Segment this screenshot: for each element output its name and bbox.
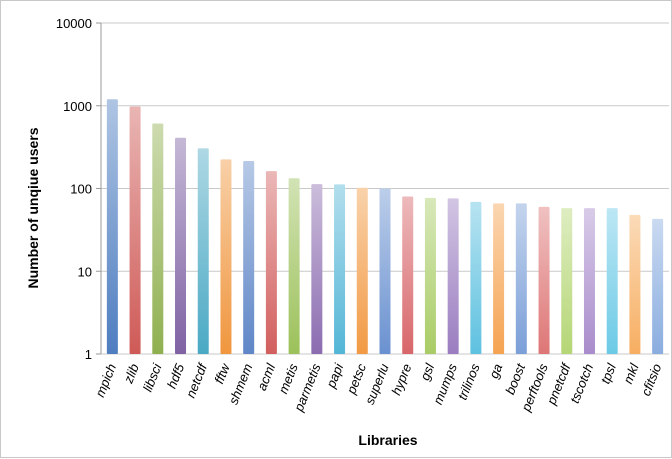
bar-mpich bbox=[106, 99, 118, 354]
bar-pnetcdf bbox=[561, 208, 573, 354]
bar-hypre bbox=[402, 196, 414, 354]
x-tick-label: hypre bbox=[388, 362, 414, 398]
x-tick-label: mpich bbox=[92, 362, 119, 400]
x-tick-label: hdf5 bbox=[164, 361, 188, 391]
x-tick-label: cfitsio bbox=[638, 362, 664, 398]
bar-papi bbox=[334, 184, 346, 354]
x-tick-label: ga bbox=[486, 362, 505, 381]
bar-petsc bbox=[356, 187, 368, 354]
bar-superlu bbox=[379, 188, 391, 354]
bar-netcdf bbox=[197, 148, 209, 354]
bar-trilinos bbox=[470, 201, 482, 354]
bar-metis bbox=[288, 178, 300, 354]
y-axis-title: Number of unqiue users bbox=[25, 127, 41, 288]
x-tick-label: netcdf bbox=[183, 360, 211, 400]
bar-ga bbox=[493, 203, 505, 354]
bar-hdf5 bbox=[175, 137, 187, 354]
x-axis-title: Libraries bbox=[358, 432, 417, 448]
bar-zlib bbox=[129, 106, 141, 354]
bar-cfitsio bbox=[652, 218, 664, 354]
bar-mumps bbox=[447, 198, 459, 354]
y-tick-label: 10000 bbox=[56, 16, 92, 31]
bar-acml bbox=[265, 171, 277, 354]
y-tick-label: 1000 bbox=[63, 99, 92, 114]
bar-perftools bbox=[538, 206, 550, 354]
x-tick-label: papi bbox=[323, 360, 347, 390]
x-tick-label: mkl bbox=[620, 360, 642, 385]
bar-boost bbox=[515, 203, 527, 354]
bar-mkl bbox=[629, 214, 641, 354]
y-tick-label: 1 bbox=[85, 347, 92, 362]
bar-tscotch bbox=[583, 208, 595, 354]
x-tick-label: tpsl bbox=[597, 360, 619, 385]
bar-parmetis bbox=[311, 184, 323, 354]
x-tick-label: acml bbox=[254, 360, 279, 392]
x-tick-label: zlib bbox=[120, 362, 142, 387]
y-tick-labels: 1 10 100 1000 10000 bbox=[56, 16, 92, 362]
y-tick-label: 100 bbox=[70, 182, 92, 197]
bar-fftw bbox=[220, 159, 232, 354]
x-tick-label: fftw bbox=[211, 360, 233, 386]
bar-tpsl bbox=[606, 208, 618, 354]
bar-gsl bbox=[424, 197, 436, 354]
x-tick-label: libsci bbox=[140, 360, 165, 393]
y-tick-label: 10 bbox=[78, 264, 92, 279]
bars bbox=[106, 99, 664, 355]
bar-shmem bbox=[243, 160, 255, 354]
x-tick-label: gsl bbox=[417, 360, 438, 382]
bar-libsci bbox=[152, 123, 164, 355]
